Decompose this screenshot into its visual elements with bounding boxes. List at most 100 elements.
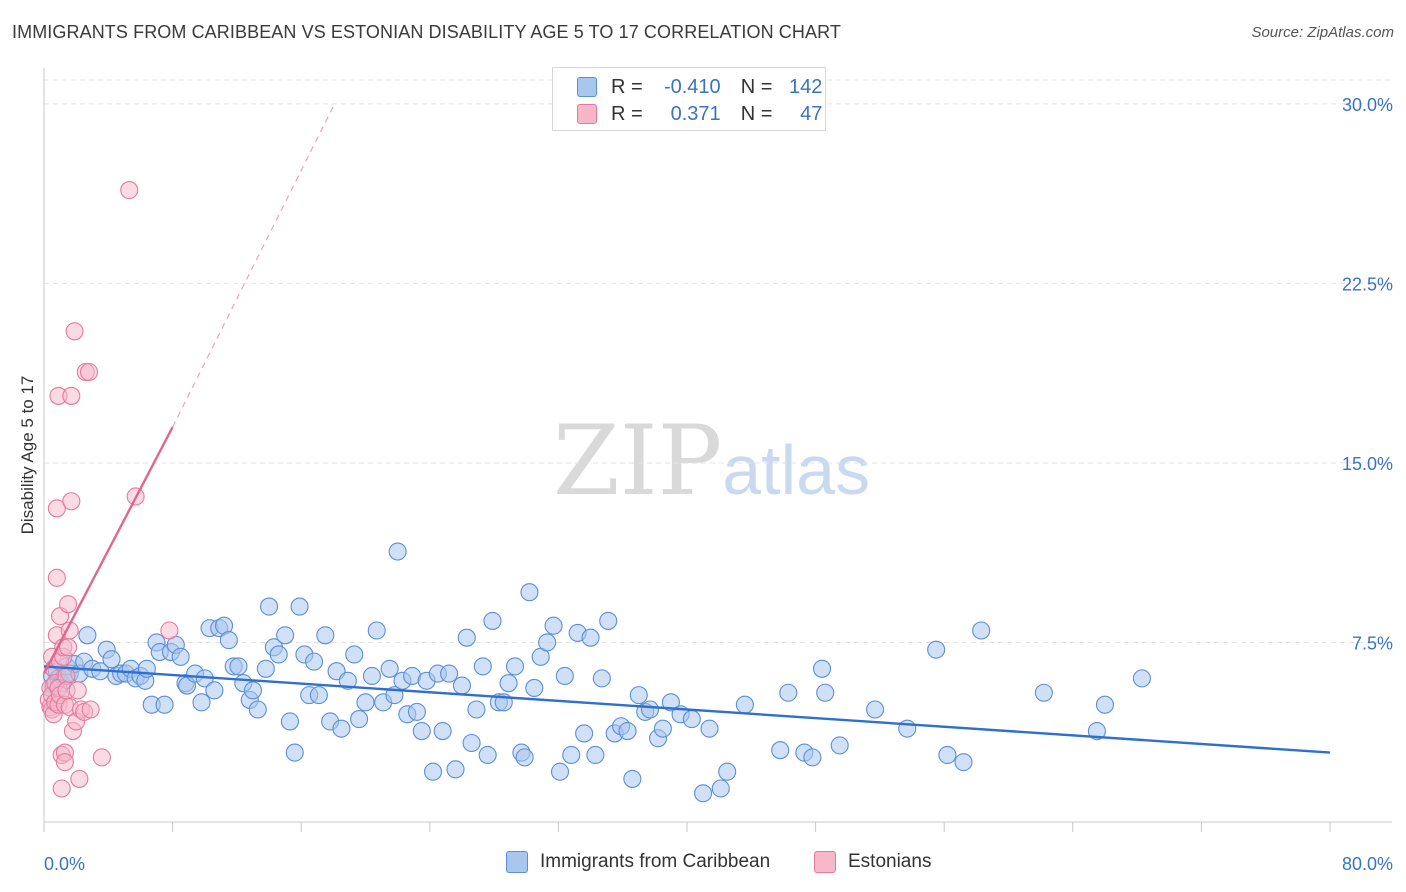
estonian-trend-line [42,426,174,675]
caribbean-point [305,652,324,671]
caribbean-point [640,700,660,719]
y-tick-label: 22.5% [1342,274,1393,294]
caribbean-point [562,745,581,765]
caribbean-point [155,695,174,714]
caribbean-point [779,683,798,702]
caribbean-point [1034,683,1053,702]
estonian-point [52,779,71,798]
watermark: ZIPatlas [553,405,870,517]
estonian-point [65,322,84,341]
legend-n-value: 47 [800,102,823,125]
caribbean-point [694,784,713,803]
caribbean-point [538,633,557,652]
caribbean-point [290,597,309,616]
caribbean-point [338,671,357,690]
caribbean-point [350,710,369,729]
caribbean-point [256,659,275,678]
caribbean-point [407,702,426,721]
caribbean-point [718,762,737,781]
caribbean-point [332,719,351,738]
legend-r-label: R = [611,102,643,125]
estonian-point [47,568,66,587]
caribbean-point [356,693,375,712]
correlation-legend: R = -0.410 N = 142 R = 0.371 N = 47 [552,67,826,131]
caribbean-point [830,736,849,755]
series-legend-caribbean: Immigrants from Caribbean [506,851,770,873]
caribbean-point [243,681,263,700]
caribbean-point [269,645,288,664]
caribbean-point [423,762,443,781]
caribbean-point [599,611,618,630]
legend-swatch-pink [577,104,597,124]
caribbean-point [623,769,642,788]
legend-r-value: -0.410 [663,75,721,98]
caribbean-point [412,721,431,741]
caribbean-point [102,650,121,669]
series-swatch-blue [506,851,528,873]
caribbean-point [280,712,299,731]
x-tick-label: 80.0% [1342,854,1393,874]
caribbean-point [483,611,502,630]
y-tick-label: 7.5% [1352,633,1393,653]
estonian-point [79,362,99,382]
series-label-estonians: Estonians [848,851,932,872]
caribbean-point [575,724,594,743]
caribbean-point [440,664,459,683]
caribbean-point [229,657,248,676]
caribbean-point [433,721,452,741]
caribbean-point [367,621,386,640]
caribbean-point [1132,669,1151,688]
caribbean-point [473,657,492,676]
caribbean-point [171,647,190,666]
estonian-point [120,181,139,200]
caribbean-point [550,762,570,781]
estonian-point [68,681,87,700]
series-legend-estonians: Estonians [814,851,931,873]
caribbean-point [380,659,399,678]
caribbean-point [735,695,754,714]
series-legend: Immigrants from Caribbean Estonians [0,851,1406,879]
caribbean-point [309,686,328,705]
caribbean-point [581,628,600,647]
caribbean-point [446,760,465,779]
caribbean-point [276,626,295,645]
estonian-point [70,769,89,788]
legend-r-value: 0.371 [670,102,721,125]
legend-row-caribbean: R = -0.410 N = 142 [577,74,822,100]
caribbean-trend-line [43,665,1331,754]
caribbean-point [345,645,364,664]
estonian-point [62,386,81,405]
caribbean-point [515,748,534,767]
y-tick-label: 15.0% [1342,454,1393,474]
caribbean-point [259,597,279,616]
caribbean-point [586,745,605,765]
caribbean-point [467,700,486,719]
caribbean-point [544,616,563,635]
legend-row-estonians: R = 0.371 N = 47 [577,101,822,127]
caribbean-point [711,779,730,798]
caribbean-point [219,631,238,650]
caribbean-point [388,542,407,561]
legend-r-label: R = [611,75,643,98]
caribbean-point [682,710,701,729]
caribbean-point [661,693,680,712]
caribbean-point [525,678,544,698]
caribbean-point [555,666,574,686]
watermark-atlas: atlas [722,431,871,509]
legend-n-label: N = [740,75,773,98]
caribbean-point [618,721,637,741]
chart-title: IMMIGRANTS FROM CARIBBEAN VS ESTONIAN DI… [12,22,841,42]
caribbean-point [866,700,885,719]
estonian-point [92,748,111,767]
caribbean-point [812,659,832,678]
caribbean-point [499,674,518,693]
caribbean-point [316,626,335,645]
source-credit: Source: ZipAtlas.com [1251,24,1394,41]
series-label-caribbean: Immigrants from Caribbean [540,851,771,872]
legend-n-value: 142 [789,75,823,98]
caribbean-point [1095,695,1114,714]
estonian-point [47,499,66,518]
caribbean-point [771,741,790,760]
caribbean-point [462,733,481,753]
caribbean-point [457,628,476,647]
